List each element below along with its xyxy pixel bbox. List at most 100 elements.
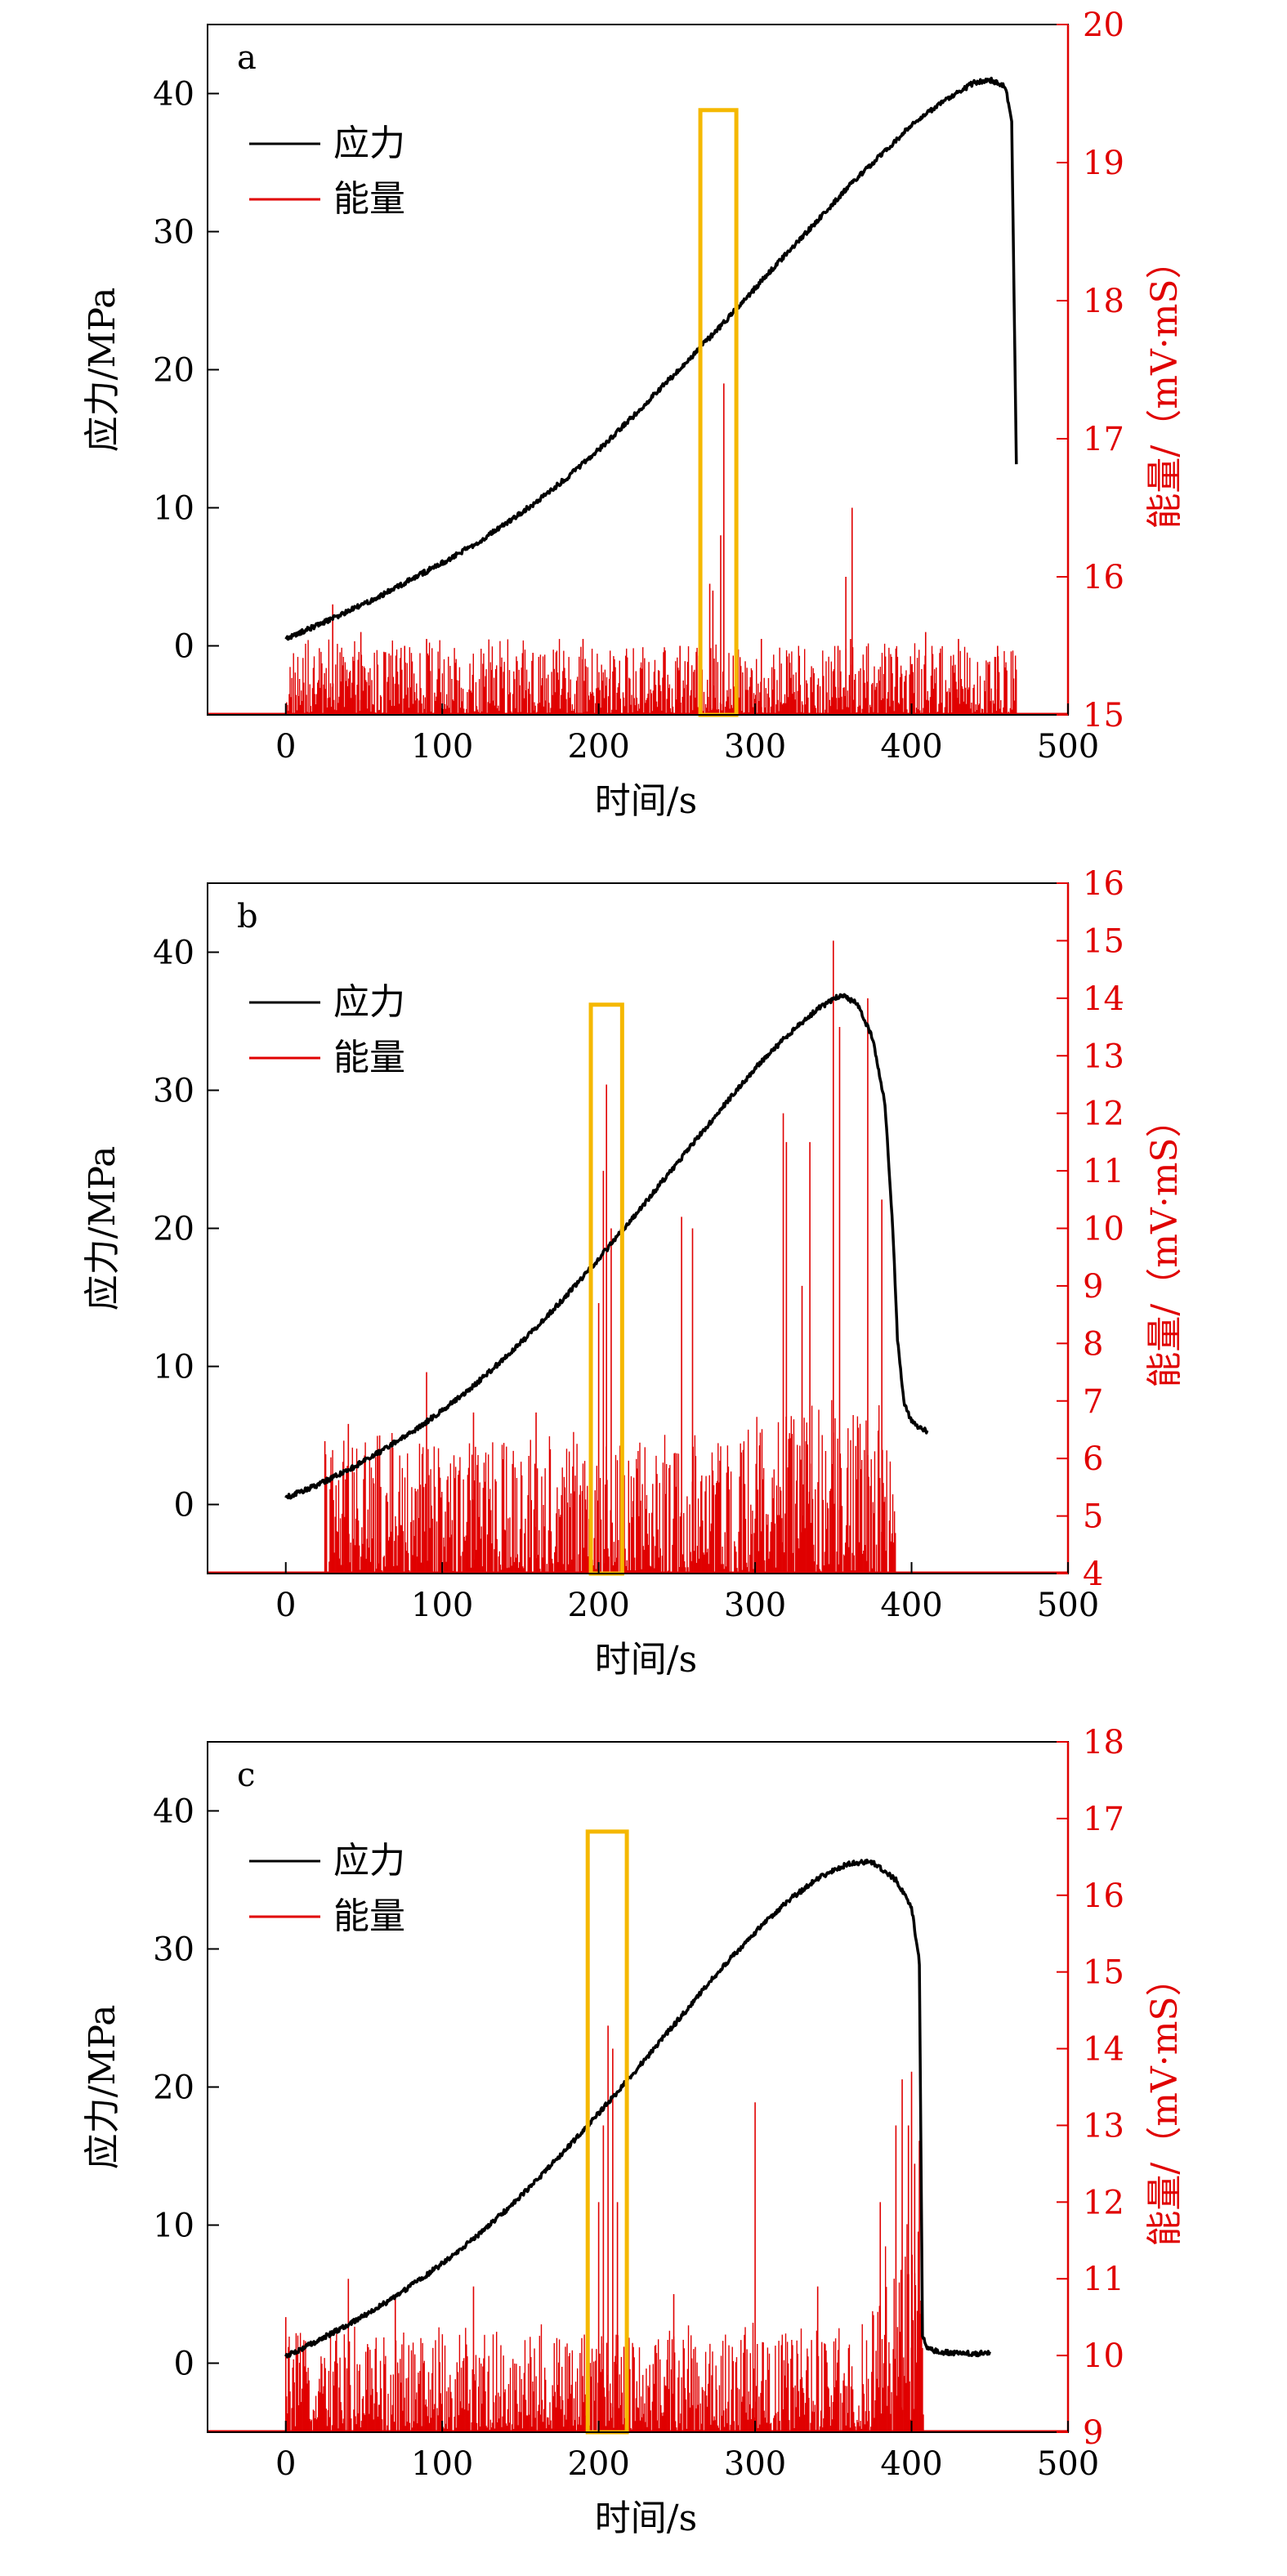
y-right-tick-label: 9 — [1083, 2414, 1103, 2452]
x-tick-label: 500 — [1037, 2445, 1099, 2483]
y-right-tick-label: 14 — [1083, 2031, 1124, 2069]
x-tick-label: 100 — [411, 728, 473, 766]
y-left-axis-label: 应力/MPa — [82, 2005, 123, 2170]
x-axis-label: 时间/s — [595, 1639, 697, 1681]
x-tick-label: 200 — [567, 728, 629, 766]
axes: 0 100 200 300 400 500 0 10 20 30 40 9 10 11 12 13 14 15 16… — [153, 1724, 1124, 2483]
y-right-tick-label: 5 — [1083, 1498, 1103, 1536]
y-right-tick-label: 19 — [1083, 145, 1124, 182]
legend-energy-label: 能量 — [333, 1037, 405, 1078]
x-tick-label: 200 — [567, 2445, 629, 2483]
y-right-tick-label: 17 — [1083, 1801, 1124, 1838]
x-axis-label: 时间/s — [595, 2498, 697, 2539]
chart-svg: 0 100 200 300 400 500 0 10 20 30 40 15 16 17 18 19 20 时间/… — [82, 7, 1186, 822]
chart-panel-b: 0 100 200 300 400 500 0 10 20 30 40 4 5 6 7 8 9 10 11 12 13 1… — [0, 859, 1287, 1717]
plot-area — [208, 1858, 1068, 2432]
stress-line — [284, 76, 1018, 641]
y-left-tick-label: 40 — [153, 935, 194, 972]
x-tick-label: 300 — [724, 1587, 786, 1624]
y-right-tick-label: 11 — [1083, 1153, 1124, 1190]
y-right-axis-label: 能量/（mV·mS） — [1144, 1101, 1186, 1387]
energy-series — [208, 940, 1068, 1574]
y-left-tick-label: 10 — [153, 1349, 194, 1386]
y-left-tick-label: 0 — [174, 628, 194, 666]
y-left-tick-label: 40 — [153, 76, 194, 114]
x-tick-label: 0 — [275, 2445, 296, 2483]
x-tick-label: 500 — [1037, 1587, 1099, 1624]
x-tick-label: 200 — [567, 1587, 629, 1624]
x-tick-label: 0 — [275, 1587, 296, 1624]
y-right-tick-label: 13 — [1083, 2107, 1124, 2145]
plot-area — [208, 940, 1068, 1574]
panel-label: b — [237, 898, 258, 935]
chart-svg: 0 100 200 300 400 500 0 10 20 30 40 4 5 6 7 8 9 10 11 12 13 1… — [82, 865, 1186, 1681]
plot-area — [208, 76, 1068, 715]
y-right-tick-label: 17 — [1083, 421, 1124, 458]
y-left-tick-label: 0 — [174, 1487, 194, 1525]
x-tick-label: 400 — [880, 728, 942, 766]
y-right-tick-label: 10 — [1083, 2337, 1124, 2375]
y-right-tick-label: 14 — [1083, 980, 1124, 1018]
panel-label: c — [237, 1757, 255, 1794]
y-left-axis-label: 应力/MPa — [82, 288, 123, 453]
stress-line — [284, 993, 929, 1500]
chart-svg: 0 100 200 300 400 500 0 10 20 30 40 9 10 11 12 13 14 15 16… — [82, 1724, 1186, 2539]
energy-series — [208, 2025, 1068, 2432]
y-right-tick-label: 16 — [1083, 865, 1124, 903]
y-right-axis-label: 能量/（mV·mS） — [1144, 243, 1186, 529]
energy-series — [208, 383, 1068, 715]
y-left-tick-label: 20 — [153, 2069, 194, 2107]
y-right-tick-label: 15 — [1083, 697, 1124, 734]
x-tick-label: 0 — [275, 728, 296, 766]
legend-energy-label: 能量 — [333, 1895, 405, 1937]
x-tick-label: 100 — [411, 1587, 473, 1624]
chart-panel-c: 0 100 200 300 400 500 0 10 20 30 40 9 10 11 12 13 14 15 16… — [0, 1717, 1287, 2576]
y-left-tick-label: 30 — [153, 1931, 194, 1969]
legend-energy-label: 能量 — [333, 178, 405, 220]
y-right-tick-label: 12 — [1083, 2184, 1124, 2221]
highlight-box — [698, 108, 739, 717]
y-left-tick-label: 0 — [174, 2346, 194, 2383]
y-left-tick-label: 20 — [153, 352, 194, 390]
legend-stress-label: 应力 — [333, 981, 405, 1023]
y-right-tick-label: 4 — [1083, 1556, 1103, 1593]
y-right-tick-label: 8 — [1083, 1325, 1103, 1363]
y-left-tick-label: 20 — [153, 1211, 194, 1248]
y-right-tick-label: 18 — [1083, 1724, 1124, 1761]
y-right-tick-label: 9 — [1083, 1268, 1103, 1306]
y-right-tick-label: 7 — [1083, 1383, 1103, 1421]
x-tick-label: 100 — [411, 2445, 473, 2483]
y-right-tick-label: 6 — [1083, 1440, 1103, 1478]
y-right-tick-label: 16 — [1083, 1877, 1124, 1915]
y-left-tick-label: 40 — [153, 1793, 194, 1831]
y-left-tick-label: 30 — [153, 214, 194, 252]
y-right-tick-label: 18 — [1083, 283, 1124, 320]
x-tick-label: 400 — [880, 1587, 942, 1624]
x-tick-label: 300 — [724, 728, 786, 766]
chart-panel-a: 0 100 200 300 400 500 0 10 20 30 40 15 16 17 18 19 20 时间/… — [0, 0, 1287, 859]
y-left-tick-label: 10 — [153, 2208, 194, 2245]
x-tick-label: 400 — [880, 2445, 942, 2483]
y-right-tick-label: 12 — [1083, 1096, 1124, 1133]
axes: 0 100 200 300 400 500 0 10 20 30 40 4 5 6 7 8 9 10 11 12 13 1… — [153, 865, 1124, 1624]
y-right-tick-label: 10 — [1083, 1211, 1124, 1248]
highlight-box — [585, 1829, 629, 2435]
stress-line — [284, 1858, 991, 2359]
y-right-tick-label: 15 — [1083, 922, 1124, 960]
x-tick-label: 300 — [724, 2445, 786, 2483]
y-right-tick-label: 13 — [1083, 1038, 1124, 1075]
legend-stress-label: 应力 — [333, 1840, 405, 1882]
panel-label: a — [237, 39, 257, 77]
x-axis-label: 时间/s — [595, 780, 697, 822]
y-left-tick-label: 30 — [153, 1073, 194, 1110]
legend-stress-label: 应力 — [333, 123, 405, 164]
y-left-axis-label: 应力/MPa — [82, 1146, 123, 1311]
y-right-tick-label: 15 — [1083, 1954, 1124, 1992]
y-right-tick-label: 16 — [1083, 559, 1124, 596]
y-left-tick-label: 10 — [153, 490, 194, 528]
axes: 0 100 200 300 400 500 0 10 20 30 40 15 16 17 18 19 20 — [153, 7, 1124, 766]
